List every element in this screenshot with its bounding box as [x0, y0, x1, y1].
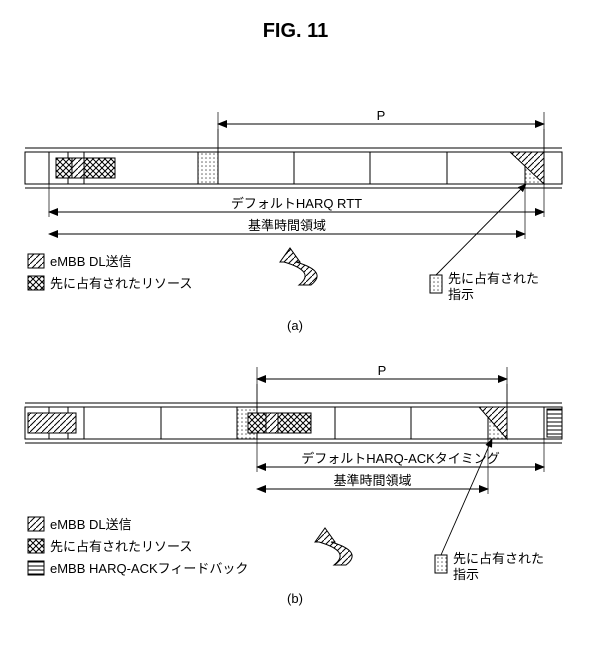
svg-text:基準時間領域: 基準時間領域: [248, 218, 326, 233]
svg-text:eMBB DL送信: eMBB DL送信: [50, 254, 132, 269]
svg-text:先に占有された: 先に占有された: [448, 271, 539, 286]
svg-text:指示: 指示: [448, 287, 474, 302]
svg-text:デフォルトHARQ RTT: デフォルトHARQ RTT: [231, 196, 362, 211]
svg-text:基準時間領域: 基準時間領域: [333, 473, 411, 488]
svg-text:先に占有された: 先に占有された: [453, 551, 544, 566]
svg-text:eMBB HARQ-ACKフィードバック: eMBB HARQ-ACKフィードバック: [50, 561, 248, 576]
svg-text:先に占有されたリソース: 先に占有されたリソース: [50, 276, 192, 291]
svg-text:デフォルトHARQ-ACKタイミング: デフォルトHARQ-ACKタイミング: [301, 451, 500, 466]
svg-text:eMBB DL送信: eMBB DL送信: [50, 517, 132, 532]
svg-text:(b): (b): [287, 591, 303, 606]
svg-text:(a): (a): [287, 318, 303, 333]
svg-text:先に占有されたリソース: 先に占有されたリソース: [50, 539, 192, 554]
subfigure-a: P デフォルトHARQ RTT 基準時間領域 eMBB DL送信先に占有されたリソース…: [25, 108, 562, 333]
svg-text:指示: 指示: [453, 567, 479, 582]
svg-text:P: P: [377, 108, 386, 123]
diagram-svg: PデフォルトHARQ RTT基準時間領域eMBB DL送信先に占有されたリソース…: [0, 0, 591, 646]
svg-text:P: P: [378, 363, 387, 378]
subfigure-b: P デフォルトHARQ-ACKタイミング基準時間領域 eMBB DL送信先に占有され…: [25, 363, 562, 606]
